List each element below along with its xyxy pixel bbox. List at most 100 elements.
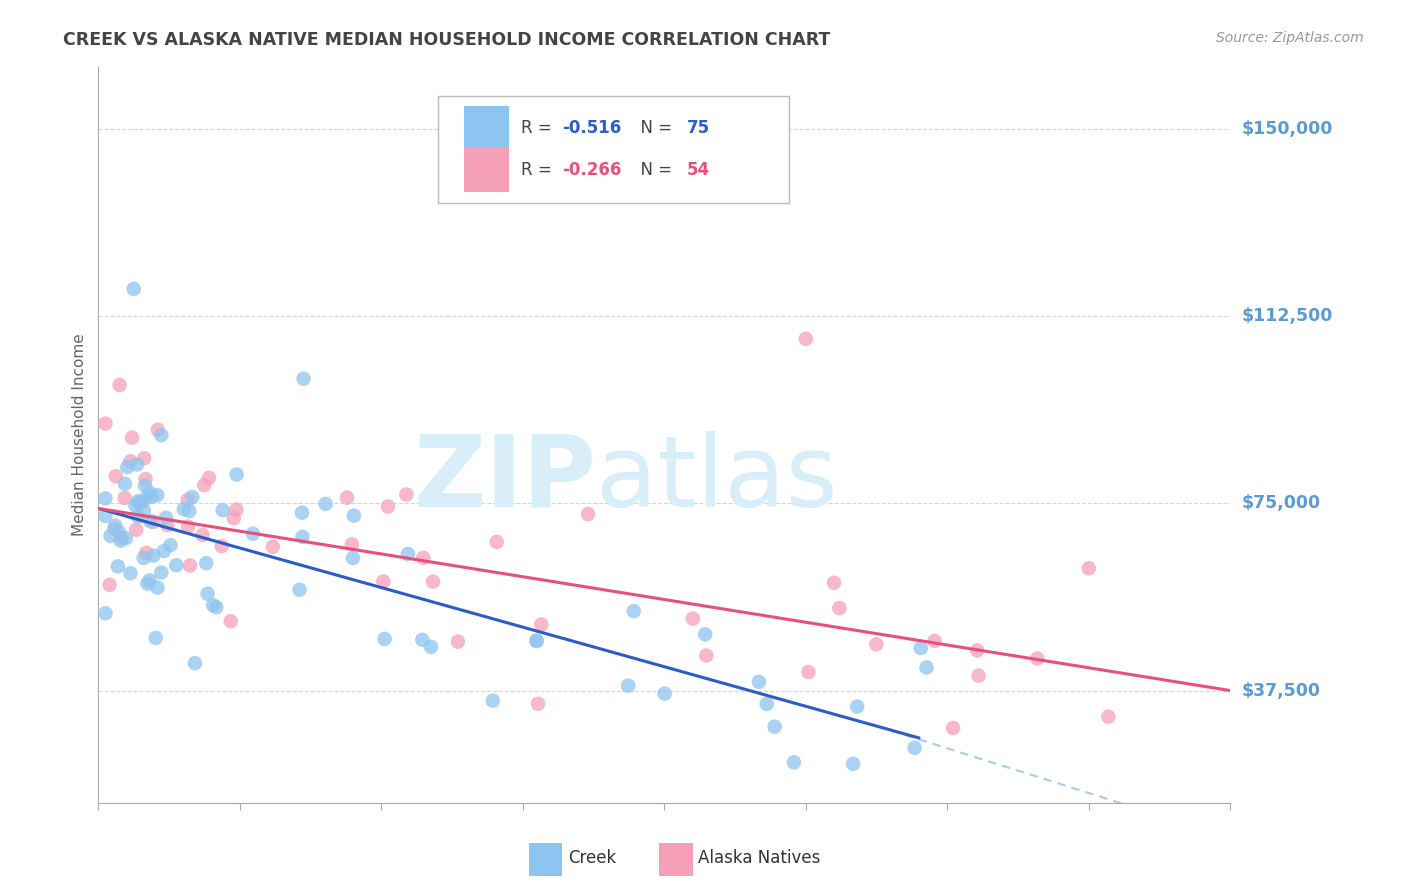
Point [120, 454, 142, 468]
Point [138, 486, 160, 500]
Point [128, 496, 150, 510]
FancyBboxPatch shape [439, 96, 789, 203]
Text: R =: R = [520, 161, 557, 179]
Point [748, 674, 770, 689]
Point [142, 515, 165, 529]
Point [156, 518, 179, 533]
Point [179, 558, 201, 573]
Point [623, 604, 645, 618]
Point [153, 544, 176, 558]
Text: atlas: atlas [596, 431, 838, 527]
Point [98, 578, 121, 592]
Point [138, 574, 160, 588]
Point [225, 467, 247, 482]
FancyBboxPatch shape [464, 148, 509, 192]
Point [242, 526, 264, 541]
FancyBboxPatch shape [529, 843, 562, 876]
Point [865, 637, 887, 651]
Point [828, 601, 851, 615]
Point [526, 634, 548, 648]
Point [530, 617, 553, 632]
Point [336, 491, 359, 505]
Text: Alaska Natives: Alaska Natives [699, 849, 821, 867]
Point [222, 511, 245, 525]
Point [823, 575, 845, 590]
Point [842, 756, 865, 771]
Point [412, 550, 434, 565]
Point [481, 693, 503, 707]
Text: -0.516: -0.516 [562, 119, 621, 137]
Point [135, 546, 157, 560]
Point [146, 581, 169, 595]
Point [288, 582, 311, 597]
Point [191, 528, 214, 542]
Text: $75,000: $75,000 [1241, 494, 1320, 512]
Point [374, 632, 396, 646]
Text: 75: 75 [688, 119, 710, 137]
Point [176, 492, 198, 507]
Point [108, 378, 131, 392]
Point [343, 508, 366, 523]
Point [211, 539, 233, 553]
Point [654, 687, 676, 701]
Point [373, 574, 395, 589]
Point [134, 478, 156, 492]
Point [915, 660, 938, 674]
Point [797, 665, 820, 679]
Point [132, 551, 155, 566]
Text: CREEK VS ALASKA NATIVE MEDIAN HOUSEHOLD INCOME CORRELATION CHART: CREEK VS ALASKA NATIVE MEDIAN HOUSEHOLD … [63, 31, 831, 49]
Point [100, 529, 122, 543]
Point [783, 756, 806, 770]
Point [145, 631, 167, 645]
Point [1077, 561, 1099, 575]
Point [125, 523, 148, 537]
Point [695, 627, 717, 641]
Point [910, 640, 932, 655]
Point [794, 332, 817, 346]
Point [177, 519, 200, 533]
Point [291, 530, 314, 544]
Point [94, 417, 117, 431]
Point [110, 533, 132, 548]
Point [117, 460, 139, 475]
Point [1097, 709, 1119, 723]
Point [576, 507, 599, 521]
Point [617, 679, 640, 693]
Point [846, 699, 869, 714]
Point [1026, 651, 1049, 665]
Point [142, 549, 165, 563]
Point [114, 476, 136, 491]
Point [377, 500, 399, 514]
FancyBboxPatch shape [658, 843, 693, 876]
Point [135, 491, 157, 506]
Point [420, 640, 443, 654]
Point [139, 514, 162, 528]
Point [184, 656, 207, 670]
FancyBboxPatch shape [464, 106, 509, 150]
Point [121, 431, 143, 445]
Point [942, 721, 965, 735]
Point [110, 531, 132, 545]
Point [159, 538, 181, 552]
Point [132, 504, 155, 518]
Point [262, 540, 284, 554]
Point [526, 633, 548, 648]
Point [179, 504, 201, 518]
Point [122, 282, 145, 296]
Text: N =: N = [630, 161, 678, 179]
Text: -0.266: -0.266 [562, 161, 621, 179]
Point [127, 494, 149, 508]
Point [755, 697, 778, 711]
Point [527, 697, 550, 711]
Point [225, 502, 247, 516]
Point [340, 537, 363, 551]
Point [141, 490, 163, 504]
Point [146, 423, 169, 437]
Point [966, 643, 988, 657]
Point [202, 599, 225, 613]
Point [193, 478, 215, 492]
Text: $112,500: $112,500 [1241, 308, 1333, 326]
Text: N =: N = [630, 119, 678, 137]
Point [395, 487, 418, 501]
Point [131, 495, 153, 509]
